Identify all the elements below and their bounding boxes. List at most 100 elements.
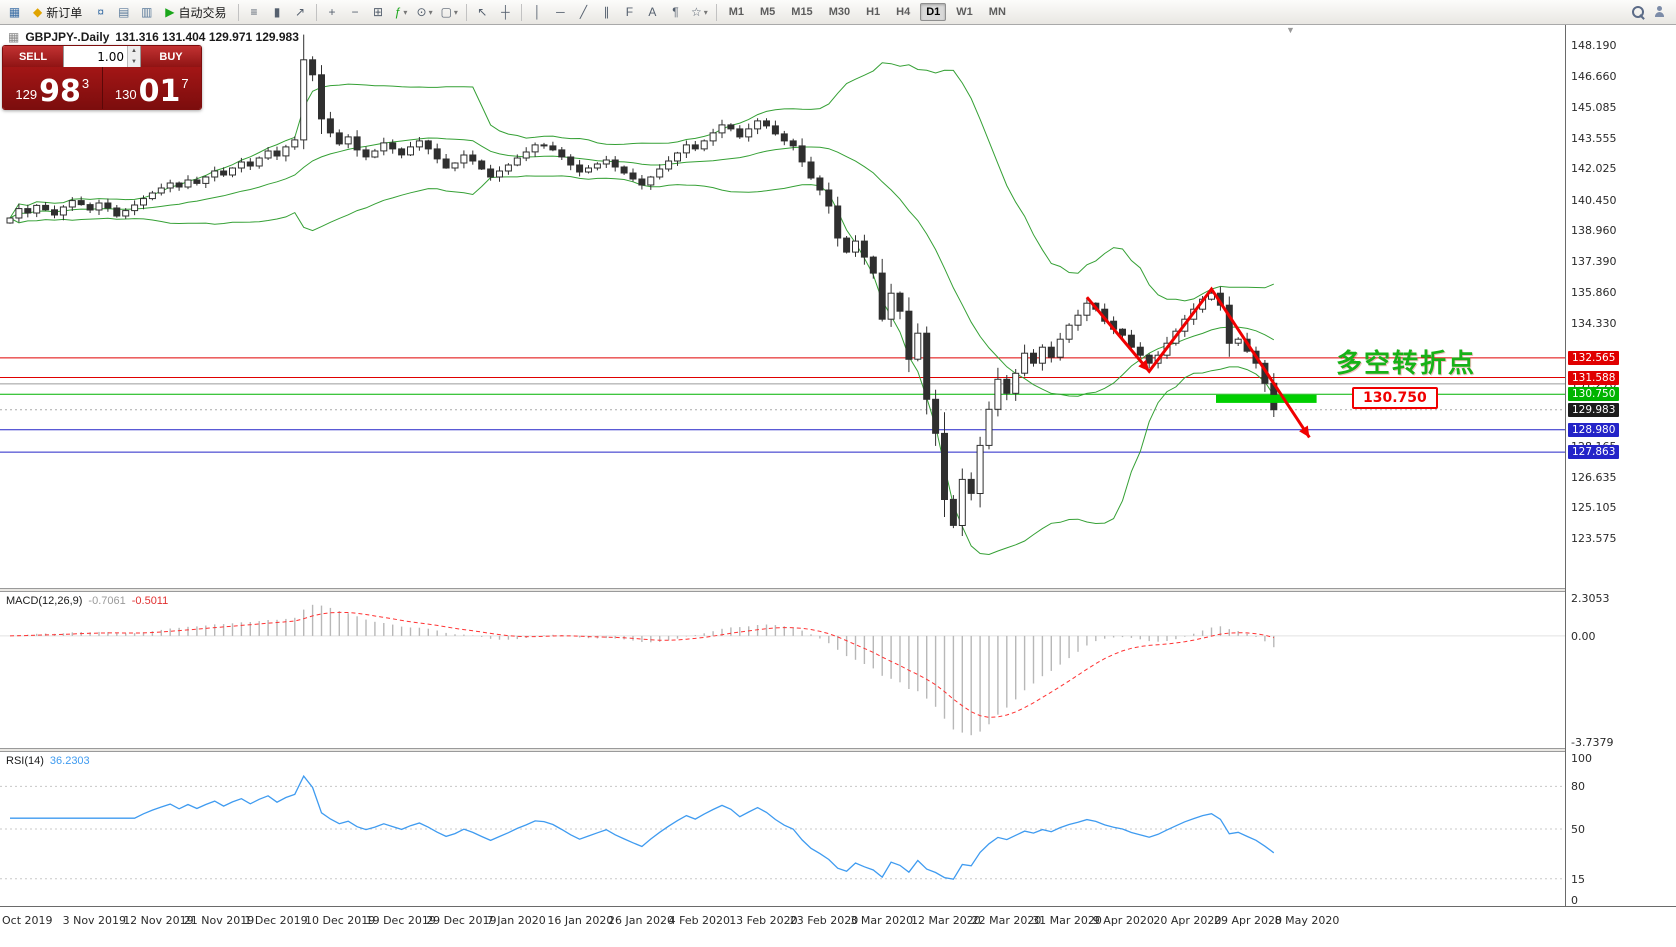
candle xyxy=(309,59,317,76)
label-icon[interactable]: ¶ xyxy=(672,5,679,19)
candle xyxy=(300,59,308,141)
macd-signal-value: -0.5011 xyxy=(131,595,169,607)
tile-windows-icon[interactable]: ⊞ xyxy=(372,5,384,19)
timeframe-h4[interactable]: H4 xyxy=(896,6,911,18)
text-icon[interactable]: A xyxy=(648,5,657,19)
shapes-icon[interactable]: ☆ ▾ xyxy=(690,5,708,19)
channel-icon[interactable]: ∥ xyxy=(603,5,610,19)
macd-pane-canvas[interactable] xyxy=(0,592,1565,748)
candle-chart-icon[interactable]: ▮ xyxy=(273,5,281,19)
current-price-badge: 129.983 xyxy=(1568,402,1620,417)
bid-prefix: 129 xyxy=(15,87,38,102)
candle xyxy=(540,144,548,147)
periods-icon[interactable]: ⊙ ▾ xyxy=(416,5,433,19)
price-level-badge: 131.588 xyxy=(1568,370,1620,385)
candle xyxy=(691,144,699,150)
market-watch-icon[interactable]: ¤ xyxy=(97,5,105,19)
time-axis[interactable]: Oct 2019 3 Nov 2019 12 Nov 2019 21 Nov 2019… xyxy=(0,906,1676,947)
chart-window: 148.190 146.660 145.085 143.555 142.025 140.4… xyxy=(0,25,1676,947)
terminal-icon[interactable]: ▦ xyxy=(8,5,21,19)
price-axis[interactable]: 148.190 146.660 145.085 143.555 142.025 140.4… xyxy=(1565,25,1676,907)
candle xyxy=(353,136,361,151)
bar-chart-icon[interactable]: ≡ xyxy=(250,5,258,19)
pane-separator-macd[interactable] xyxy=(0,588,1676,592)
timeframe-d1[interactable]: D1 xyxy=(920,3,947,21)
main-chart-canvas[interactable] xyxy=(0,25,1565,588)
search-icon[interactable] xyxy=(1632,5,1645,19)
date-label: 29 Apr 2020 xyxy=(1214,914,1283,927)
candle xyxy=(638,178,646,186)
bid-price[interactable]: 129 98 3 xyxy=(3,67,103,109)
date-label: 4 Feb 2020 xyxy=(668,914,731,927)
candle xyxy=(131,204,139,212)
candle xyxy=(860,240,868,258)
support-icon[interactable] xyxy=(1653,5,1666,19)
candle xyxy=(1234,338,1242,344)
candle xyxy=(1074,314,1082,326)
candle xyxy=(407,146,414,156)
volume-up-button[interactable]: ▲ xyxy=(127,46,140,57)
templates-icon[interactable]: ▢ ▾ xyxy=(440,5,458,19)
timeframe-m30[interactable]: M30 xyxy=(828,6,851,18)
new-order-button[interactable]: ◆ 新订单 xyxy=(33,5,83,20)
ask-price[interactable]: 130 01 7 xyxy=(103,67,202,109)
timeframe-mn[interactable]: MN xyxy=(988,6,1006,18)
pane-separator-rsi[interactable] xyxy=(0,748,1676,752)
candle xyxy=(326,118,334,134)
ask-big: 01 xyxy=(138,74,181,109)
candle xyxy=(665,160,673,170)
candle xyxy=(834,205,842,239)
volume-input[interactable] xyxy=(64,46,127,67)
candle xyxy=(51,209,58,216)
candle xyxy=(202,176,210,184)
crosshair-icon[interactable]: ┼ xyxy=(501,5,510,19)
date-label: 31 Mar 2020 xyxy=(1032,914,1102,927)
rsi-pane-canvas[interactable] xyxy=(0,752,1565,906)
volume-down-button[interactable]: ▼ xyxy=(127,56,140,67)
zoom-out-icon[interactable]: − xyxy=(351,5,359,19)
chart-shift-marker[interactable]: ▼ xyxy=(1286,25,1295,35)
date-label: 23 Feb 2020 xyxy=(789,914,859,927)
candle xyxy=(15,208,23,219)
line-chart-icon[interactable]: ↗ xyxy=(294,5,306,19)
candle xyxy=(389,142,397,150)
fibonacci-icon[interactable]: F xyxy=(625,5,634,19)
timeframe-w1[interactable]: W1 xyxy=(956,6,973,18)
axis-label: 140.450 xyxy=(1571,194,1617,208)
candle xyxy=(504,164,512,172)
candle xyxy=(531,144,539,153)
macd-main-value: -0.7061 xyxy=(88,595,126,607)
annotation-turning-point-text[interactable]: 多空转折点 xyxy=(1336,348,1477,378)
candle xyxy=(1003,378,1011,394)
annotation-zigzag xyxy=(1085,286,1311,439)
indicators-icon[interactable]: ƒ ▾ xyxy=(394,5,408,19)
horizontal-line-icon[interactable]: ─ xyxy=(556,5,565,19)
autotrade-button[interactable]: ▶ 自动交易 xyxy=(165,5,227,20)
candle xyxy=(1030,352,1037,364)
candle xyxy=(1136,346,1144,356)
zoom-in-icon[interactable]: + xyxy=(328,5,336,19)
timeframe-m15[interactable]: M15 xyxy=(791,6,813,18)
buy-button[interactable]: BUY xyxy=(141,46,201,67)
candle xyxy=(282,146,290,157)
candle xyxy=(558,149,566,158)
navigator-icon[interactable]: ▥ xyxy=(141,5,153,19)
sell-button[interactable]: SELL xyxy=(3,46,63,67)
timeframe-m1[interactable]: M1 xyxy=(728,6,744,18)
candle xyxy=(148,192,156,200)
timeframe-m5[interactable]: M5 xyxy=(760,6,776,18)
cursor-icon[interactable]: ↖ xyxy=(477,5,488,19)
candle xyxy=(140,198,147,206)
trendline-icon[interactable]: ╱ xyxy=(579,5,588,19)
vertical-line-icon[interactable]: │ xyxy=(533,5,542,19)
candle xyxy=(415,140,423,148)
candle xyxy=(620,166,628,174)
candle xyxy=(682,144,690,154)
candle xyxy=(344,136,352,145)
timeframe-h1[interactable]: H1 xyxy=(866,6,881,18)
chart-icon: ▦ xyxy=(8,30,20,44)
annotation-price-target-label[interactable]: 130.750 xyxy=(1352,387,1438,409)
candle xyxy=(362,149,370,158)
data-window-icon[interactable]: ▤ xyxy=(118,5,130,19)
